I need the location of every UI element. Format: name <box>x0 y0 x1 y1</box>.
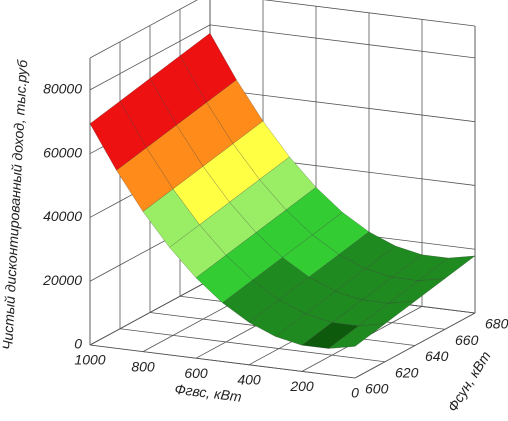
x-axis-title: Фгвс, кВт <box>174 381 243 405</box>
x-tick-label: 800 <box>131 358 155 374</box>
z-axis-title: Чистый дисконтированный доход, тыс.руб <box>0 58 30 350</box>
y-tick-label: 620 <box>395 364 419 380</box>
y-tick-label: 680 <box>485 316 508 332</box>
x-tick-label: 1000 <box>74 352 105 368</box>
x-tick-label: 0 <box>351 385 359 401</box>
z-tick-label: 40000 <box>43 208 82 224</box>
x-tick-label: 600 <box>184 365 208 381</box>
grid-line <box>89 279 211 346</box>
grid-line <box>89 24 211 91</box>
grid-line <box>89 344 356 379</box>
y-tick-label: 660 <box>455 332 479 348</box>
z-tick-label: 60000 <box>43 144 82 160</box>
box-edge <box>262 0 476 27</box>
y-tick-label: 600 <box>365 381 389 397</box>
x-tick-label: 400 <box>237 372 261 388</box>
z-tick-label: 20000 <box>42 272 82 288</box>
z-tick-label: 80000 <box>43 81 82 97</box>
surface-cell <box>327 323 386 349</box>
y-axis-title: Фсун, кВт <box>444 348 494 414</box>
grid-line <box>209 24 476 59</box>
grid-line <box>209 88 476 123</box>
y-tick-label: 640 <box>425 348 449 364</box>
x-tick-label: 200 <box>289 378 314 394</box>
grid-line <box>119 328 386 363</box>
z-tick-label: 0 <box>74 336 82 352</box>
